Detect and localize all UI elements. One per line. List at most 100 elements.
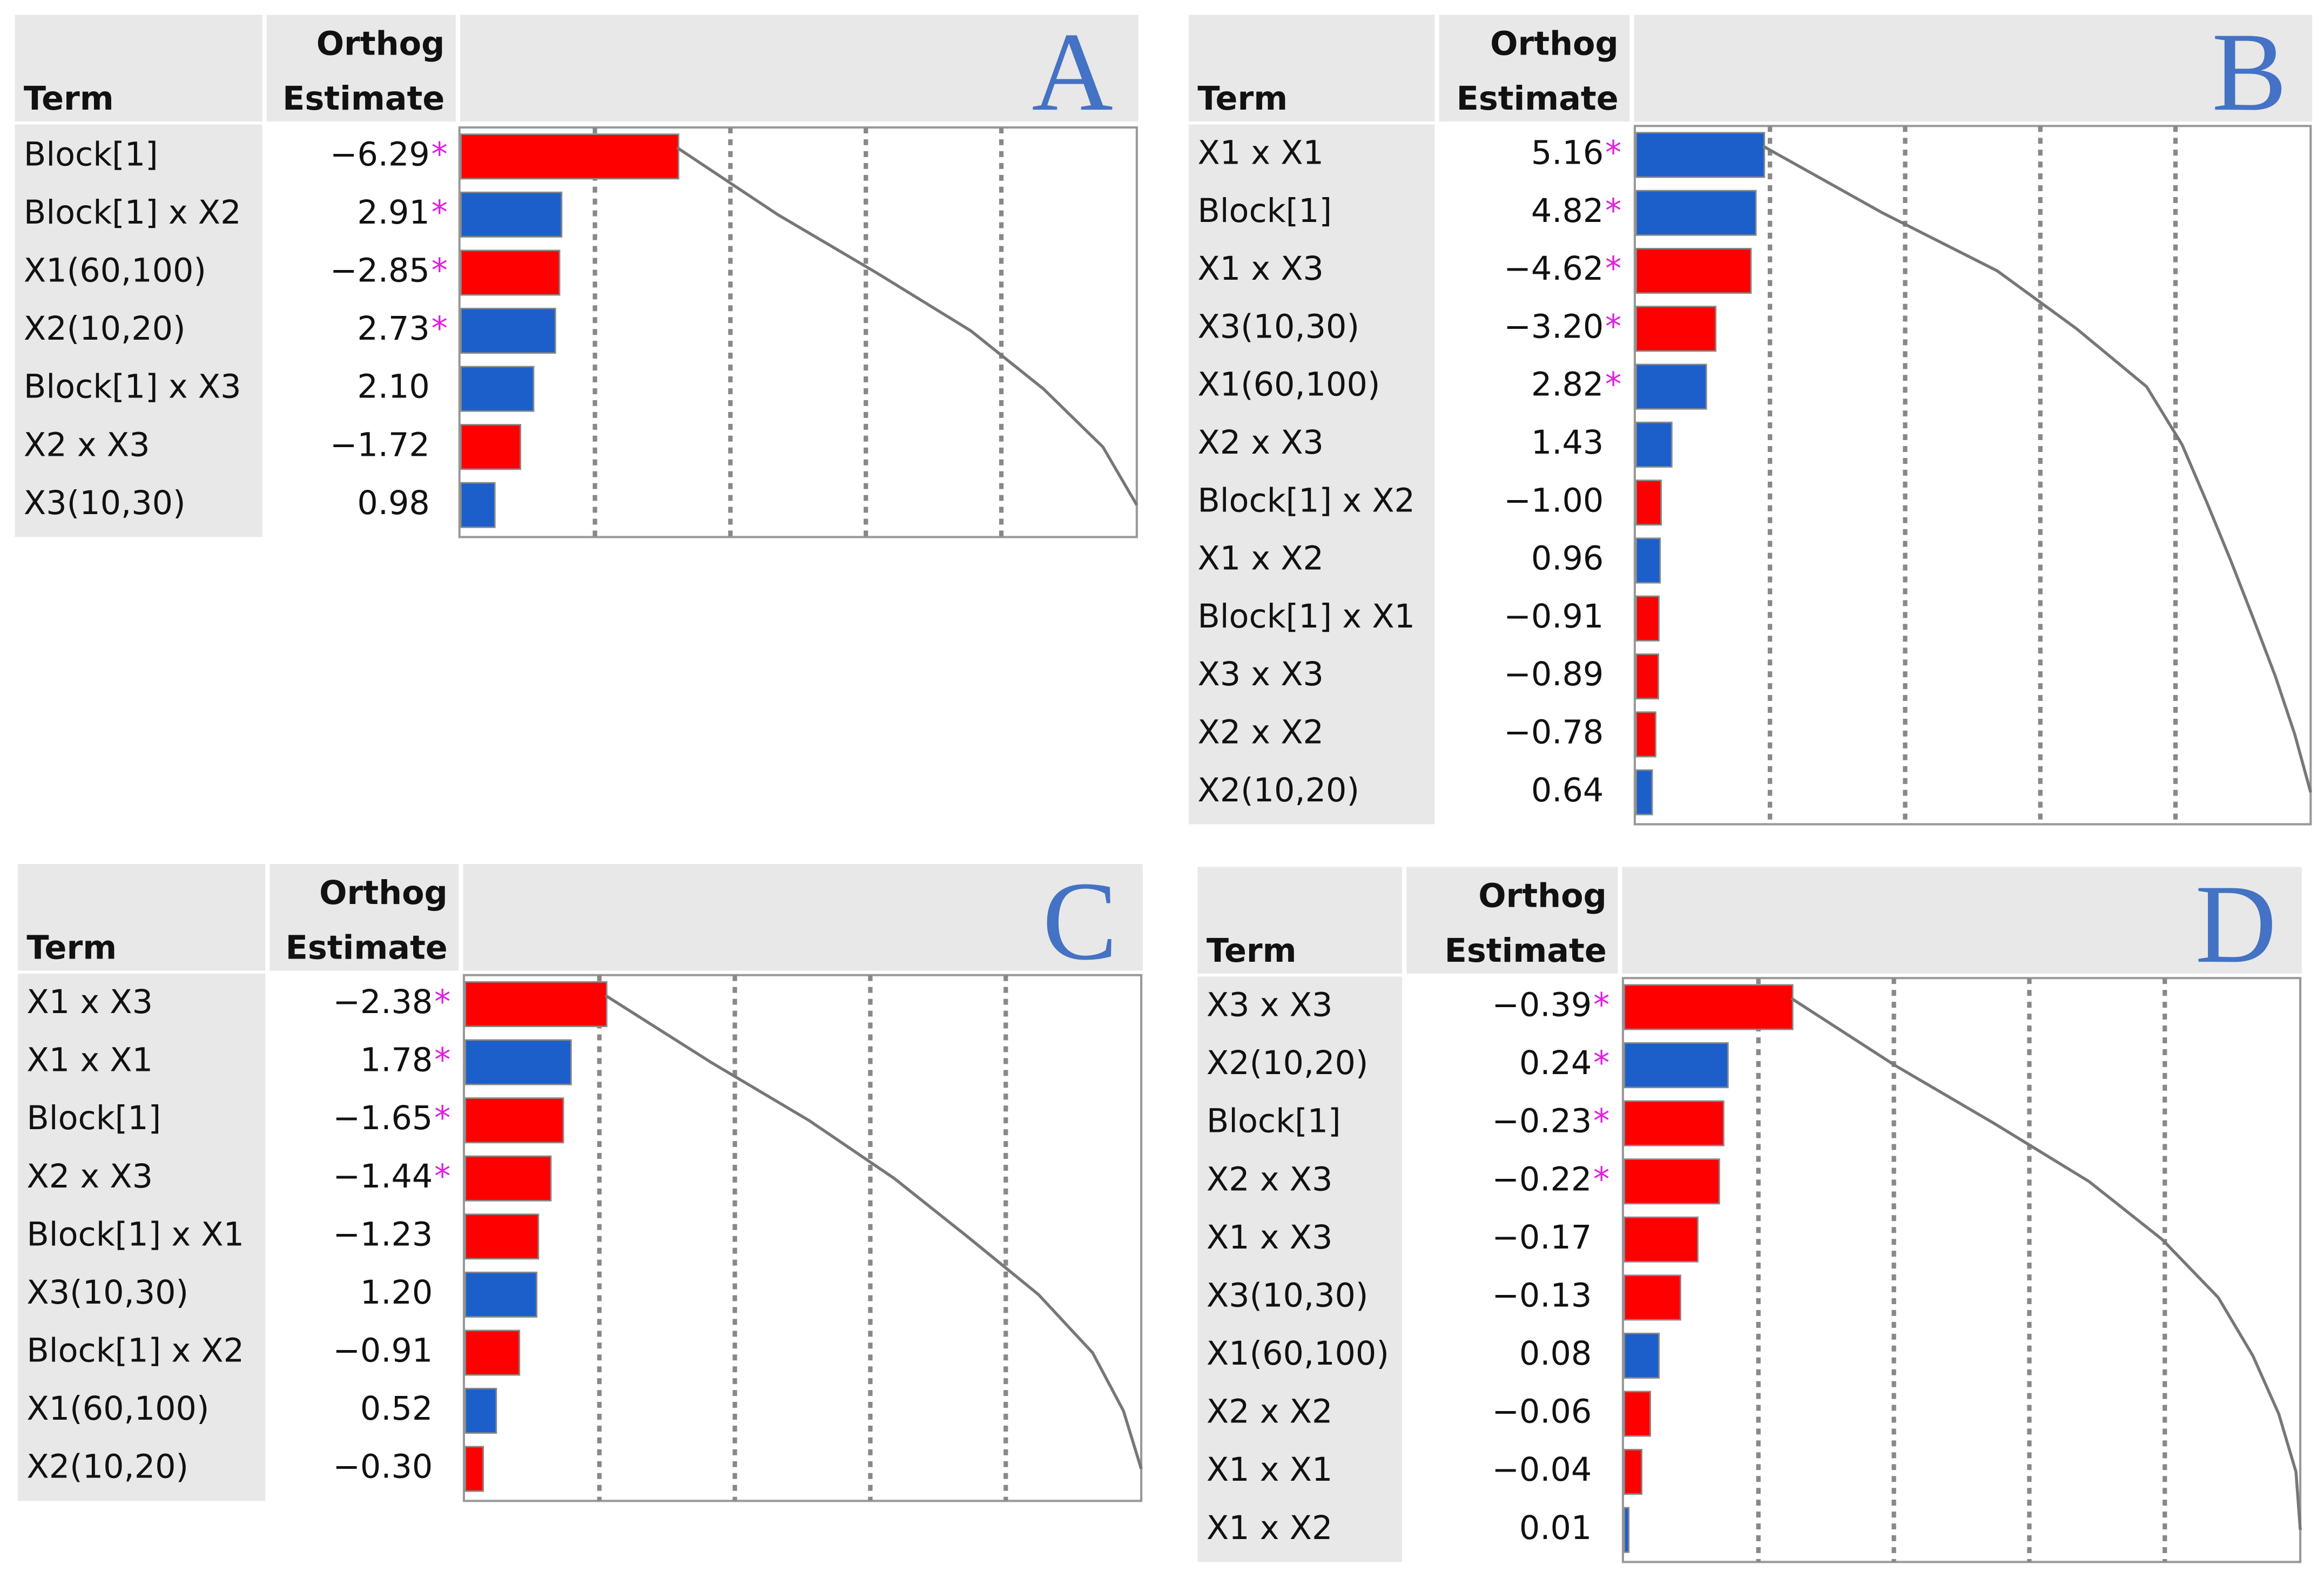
bar xyxy=(460,366,535,412)
bar xyxy=(1635,537,1661,584)
plot-frame xyxy=(462,974,1143,1502)
term-label: Block[1] xyxy=(24,136,158,173)
bar xyxy=(1635,190,1757,236)
term-label: X3(10,30) xyxy=(24,484,186,522)
estimate-label: −1.72 xyxy=(330,426,430,464)
term-label: X1 x X2 xyxy=(1197,540,1324,578)
term-label: Block[1] x X3 xyxy=(24,368,241,406)
term-label: Block[1] x X2 xyxy=(26,1332,244,1370)
estimate-label: −0.17 xyxy=(1492,1219,1592,1257)
term-column-background xyxy=(1197,976,1403,1562)
estimate-label: −0.30 xyxy=(333,1448,433,1486)
bar xyxy=(460,307,556,354)
bar xyxy=(1635,769,1653,815)
bar xyxy=(1635,595,1660,642)
estimate-header: Estimate xyxy=(286,929,448,967)
estimate-label: −0.91 xyxy=(1504,598,1604,636)
significance-marker: * xyxy=(1605,134,1621,172)
estimate-label: −0.22 xyxy=(1492,1160,1592,1198)
estimate-label: −1.23 xyxy=(333,1216,433,1253)
bar xyxy=(1624,1391,1652,1437)
estimate-label: 2.10 xyxy=(357,368,429,406)
estimate-header: Orthog xyxy=(316,25,445,63)
bar xyxy=(1624,1507,1630,1553)
term-label: Block[1] x X2 xyxy=(24,194,241,232)
estimate-label: −0.06 xyxy=(1492,1393,1592,1431)
term-label: X1(60,100) xyxy=(1207,1335,1389,1373)
bar xyxy=(1635,247,1752,294)
bar xyxy=(464,1097,564,1144)
estimate-label: −1.00 xyxy=(1504,482,1604,519)
estimate-label: 1.20 xyxy=(360,1274,433,1312)
significance-marker: * xyxy=(1593,1160,1609,1198)
estimate-label: −4.62 xyxy=(1504,250,1604,288)
bar xyxy=(1635,480,1662,526)
estimate-label: −6.29 xyxy=(330,136,430,173)
estimate-label: −0.23 xyxy=(1492,1103,1592,1141)
significance-marker: * xyxy=(434,1158,450,1196)
estimate-label: 1.43 xyxy=(1531,424,1604,462)
cumulative-line xyxy=(1762,145,2312,793)
panel-letter: C xyxy=(1042,859,1117,984)
estimate-label: −1.44 xyxy=(333,1158,433,1196)
panel-letter: D xyxy=(2195,862,2277,987)
estimate-label: −0.89 xyxy=(1504,656,1604,693)
term-label: X1 x X2 xyxy=(1207,1509,1333,1547)
estimate-header: Orthog xyxy=(319,874,448,912)
bar xyxy=(1624,1274,1681,1321)
panel-letter: A xyxy=(1032,10,1113,134)
term-label: X1(60,100) xyxy=(1197,366,1380,404)
bar xyxy=(1624,1158,1720,1205)
term-label: X2 x X3 xyxy=(24,426,150,464)
estimate-label: 1.78 xyxy=(360,1042,433,1079)
header-background xyxy=(1197,867,2302,974)
bar xyxy=(460,249,561,296)
significance-marker: * xyxy=(1605,192,1621,230)
estimate-label: 2.91 xyxy=(357,194,429,232)
bar xyxy=(1635,421,1673,468)
term-header: Term xyxy=(1207,932,1297,970)
term-label: X1 x X1 xyxy=(26,1042,153,1079)
estimate-label: 5.16 xyxy=(1531,134,1604,172)
estimate-label: −1.65 xyxy=(333,1099,433,1137)
significance-marker: * xyxy=(1605,308,1621,346)
bar xyxy=(460,424,522,470)
bar xyxy=(1624,1449,1643,1495)
significance-marker: * xyxy=(1593,987,1609,1024)
term-label: X1(60,100) xyxy=(24,252,206,290)
term-label: X3(10,30) xyxy=(1197,308,1359,346)
estimate-label: −0.39 xyxy=(1492,987,1592,1024)
term-label: X3 x X3 xyxy=(1197,656,1324,693)
bar xyxy=(1635,711,1656,758)
bar xyxy=(1624,1216,1699,1263)
estimate-label: 0.52 xyxy=(360,1390,433,1428)
term-label: X3 x X3 xyxy=(1207,987,1333,1024)
bar xyxy=(464,1387,497,1434)
estimate-label: −0.04 xyxy=(1492,1451,1592,1489)
estimate-header: Estimate xyxy=(1457,80,1619,118)
bar xyxy=(464,1213,540,1260)
term-label: X2 x X3 xyxy=(1197,424,1324,462)
estimate-label: 0.98 xyxy=(357,484,429,522)
term-label: X2(10,20) xyxy=(1197,772,1359,809)
estimate-header: Orthog xyxy=(1478,877,1607,915)
estimate-label: 2.73 xyxy=(357,310,429,348)
bar xyxy=(460,191,563,238)
term-label: Block[1] x X2 xyxy=(1197,482,1415,519)
term-label: X2 x X2 xyxy=(1207,1393,1333,1431)
significance-marker: * xyxy=(434,983,450,1021)
bar xyxy=(1624,1100,1725,1146)
bar xyxy=(1635,306,1717,352)
estimate-label: 2.82 xyxy=(1531,366,1604,404)
estimate-label: −2.38 xyxy=(333,983,433,1021)
bar xyxy=(1624,1042,1729,1089)
estimate-label: 0.01 xyxy=(1519,1509,1592,1547)
cumulative-line xyxy=(676,146,1139,506)
plot-frame xyxy=(1633,125,2312,826)
bar xyxy=(1624,1332,1660,1379)
term-header: Term xyxy=(1197,80,1288,118)
estimate-label: −0.13 xyxy=(1492,1277,1592,1314)
term-label: X1 x X1 xyxy=(1197,134,1324,172)
estimate-label: 0.64 xyxy=(1531,772,1604,809)
